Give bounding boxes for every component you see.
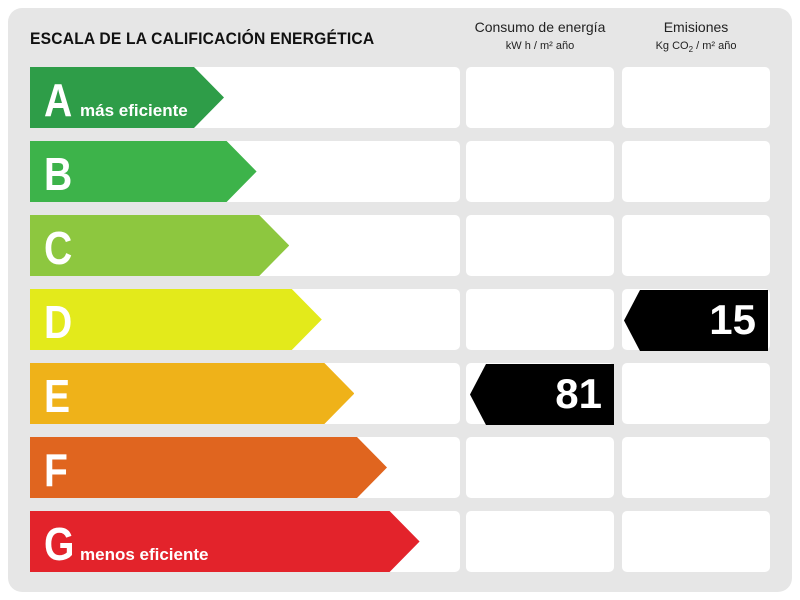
label-title: ESCALA DE LA CALIFICACIÓN ENERGÉTICA: [30, 29, 375, 48]
rating-bar-C: C: [30, 215, 290, 276]
emissions-cell-A: [622, 67, 770, 128]
emissions-cell-F: [622, 437, 770, 498]
emissions-cell-G: [622, 511, 770, 572]
emissions-cell-B: [622, 141, 770, 202]
energy-cell-A: [466, 67, 614, 128]
emissions-cell-C: [622, 215, 770, 276]
energy-cell-G: [466, 511, 614, 572]
rating-arrow-G: [30, 511, 420, 572]
rating-arrow-B: [30, 141, 257, 202]
energy-column-header: Consumo de energía kW h / m² año: [474, 19, 606, 52]
rating-arrow-C: [30, 215, 290, 276]
rating-arrow-D: [30, 289, 322, 350]
emissions-column-header: Emisiones Kg CO2 / m² año: [655, 19, 737, 55]
rating-bar-G: G menos eficiente: [30, 511, 420, 572]
rating-bar-A: A más eficiente: [30, 67, 224, 128]
emissions-cell-E: [622, 363, 770, 424]
emissions-value-badge: 15: [624, 290, 768, 351]
rating-note: menos eficiente: [80, 545, 209, 564]
rating-arrow-E: [30, 363, 355, 424]
rating-bar-B: B: [30, 141, 257, 202]
rating-bar-E: E: [30, 363, 355, 424]
rating-letter: A: [44, 74, 73, 126]
energy-cell-D: [466, 289, 614, 350]
rating-letter: G: [44, 518, 75, 570]
rating-arrow-F: [30, 437, 387, 498]
rating-letter: E: [44, 370, 71, 422]
rating-note: más eficiente: [80, 101, 188, 120]
rating-bar-F: F: [30, 437, 387, 498]
rating-letter: F: [44, 444, 68, 496]
rating-letter: C: [44, 222, 73, 274]
energy-cell-F: [466, 437, 614, 498]
rating-letter: B: [44, 148, 73, 200]
rating-letter: D: [44, 296, 73, 348]
energy-cell-C: [466, 215, 614, 276]
energy-value-badge: 81: [470, 364, 614, 425]
energy-cell-B: [466, 141, 614, 202]
rating-bar-D: D: [30, 289, 322, 350]
rating-arrow-A: [30, 67, 224, 128]
